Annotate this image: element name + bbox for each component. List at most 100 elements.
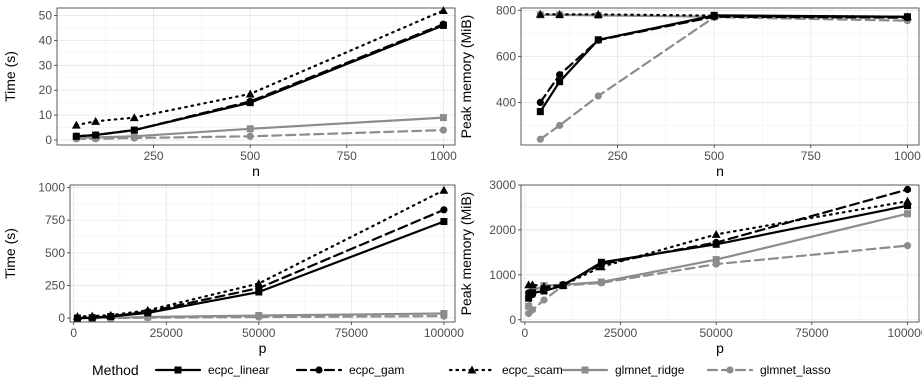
data-point — [130, 126, 138, 134]
data-point — [254, 279, 264, 288]
data-point — [130, 132, 138, 140]
legend-label: glmnet_lasso — [760, 363, 831, 377]
legend-swatch-marker — [315, 366, 323, 374]
x-axis-title: n — [716, 163, 724, 179]
panels: 250 500 750 1000 0 10 20 30 40 50 n Time (s) 250 500 7… — [2, 3, 922, 356]
data-point — [528, 289, 536, 297]
data-point — [903, 242, 912, 250]
data-point — [255, 311, 263, 319]
y-tick-label: 750 — [45, 213, 65, 227]
series-glmnet_lasso — [525, 242, 912, 318]
data-point — [439, 126, 448, 134]
data-point — [246, 99, 254, 107]
legend-title: Method — [92, 362, 139, 378]
y-tick-label: 1000 — [38, 181, 65, 195]
data-point — [540, 296, 548, 304]
y-axis-title: Peak memory (MiB) — [458, 192, 474, 316]
data-point — [440, 310, 448, 318]
series-ecpc_linear — [72, 21, 447, 140]
data-point — [246, 125, 254, 133]
legend-swatch-marker — [726, 366, 734, 374]
data-point — [92, 131, 100, 139]
x-tick-label: 500 — [704, 149, 724, 163]
data-point — [556, 78, 564, 86]
data-point — [525, 294, 533, 302]
data-point — [903, 185, 912, 194]
data-point — [597, 258, 605, 266]
series-line — [527, 204, 909, 300]
legend-item-glmnet_lasso: glmnet_lasso — [706, 363, 831, 377]
series-line — [527, 244, 909, 315]
data-point — [535, 9, 545, 18]
data-point — [597, 278, 605, 286]
data-point — [594, 36, 602, 44]
series-ecpc_scam — [71, 6, 448, 129]
x-tick-label: 50000 — [242, 326, 276, 340]
y-tick-label: 30 — [39, 58, 53, 72]
y-tick-label: 40 — [39, 33, 53, 47]
axes: 0 25000 50000 75000 100000 0 250 500 750 1000 — [38, 181, 464, 340]
y-tick-label: 800 — [496, 3, 516, 17]
series-ecpc_linear — [536, 11, 911, 116]
data-point — [559, 282, 567, 290]
chart-panel-4: 0 25000 50000 75000 100000 0 1000 2000 3000 p Peak… — [458, 178, 922, 356]
legend-swatch-marker — [174, 366, 182, 374]
legend-item-ecpc_linear: ecpc_linear — [154, 363, 269, 377]
y-tick-label: 0 — [509, 313, 516, 327]
chart-panel-1: 250 500 750 1000 0 10 20 30 40 50 n Time (s) — [2, 6, 457, 179]
data-point — [440, 206, 448, 214]
y-tick-label: 0 — [58, 311, 65, 325]
data-point — [88, 314, 96, 322]
data-point — [255, 288, 263, 296]
x-tick-label: 1000 — [430, 149, 457, 163]
series-ecpc_gam — [73, 206, 448, 322]
data-point — [540, 287, 548, 295]
data-point — [528, 280, 537, 289]
legend: Method ecpc_linear ecpc_gam ecpc_scam glmne… — [92, 362, 831, 378]
series-line — [76, 220, 445, 320]
gridlines — [70, 185, 455, 322]
data-point — [440, 218, 448, 226]
data-point — [91, 116, 101, 125]
data-point — [107, 313, 115, 321]
x-tick-label: 750 — [337, 149, 357, 163]
data-point — [594, 92, 602, 100]
y-axis-title: Peak memory (MiB) — [458, 15, 474, 139]
y-axis-title: Time (s) — [2, 228, 18, 279]
x-tick-label: 25000 — [150, 326, 184, 340]
data-point — [144, 309, 152, 317]
x-axis-title: p — [716, 340, 724, 356]
series-ecpc_gam — [72, 20, 448, 140]
data-point — [593, 10, 603, 18]
x-tick-label: 250 — [144, 149, 164, 163]
legend-swatch-marker — [581, 366, 589, 374]
y-axis-title: Time (s) — [2, 51, 18, 102]
y-tick-label: 250 — [45, 278, 65, 292]
axes: 250 500 750 1000 0 10 20 30 40 50 — [39, 8, 457, 163]
y-tick-label: 400 — [496, 95, 516, 109]
x-tick-label: 1000 — [894, 149, 921, 163]
axes: 0 25000 50000 75000 100000 0 1000 2000 3000 — [489, 178, 922, 340]
x-tick-label: 500 — [240, 149, 260, 163]
data-point — [712, 240, 720, 248]
data-point — [439, 21, 447, 29]
x-tick-label: 75000 — [335, 326, 369, 340]
legend-label: ecpc_linear — [208, 363, 269, 377]
data-point — [71, 120, 81, 129]
x-tick-label: 25000 — [604, 326, 638, 340]
axes: 250 500 750 1000 400 600 800 — [496, 3, 921, 163]
data-point — [556, 121, 564, 130]
data-point — [555, 10, 565, 18]
series-ecpc_gam — [536, 13, 912, 107]
data-point — [710, 11, 718, 19]
y-tick-label: 2000 — [489, 223, 516, 237]
series-line — [539, 16, 909, 141]
data-point — [144, 313, 152, 321]
x-tick-label: 750 — [801, 149, 821, 163]
series-line — [539, 15, 909, 104]
data-point — [246, 132, 254, 140]
data-point — [536, 98, 544, 107]
x-tick-label: 50000 — [699, 326, 733, 340]
data-point — [536, 135, 544, 143]
panel-border — [69, 184, 456, 323]
